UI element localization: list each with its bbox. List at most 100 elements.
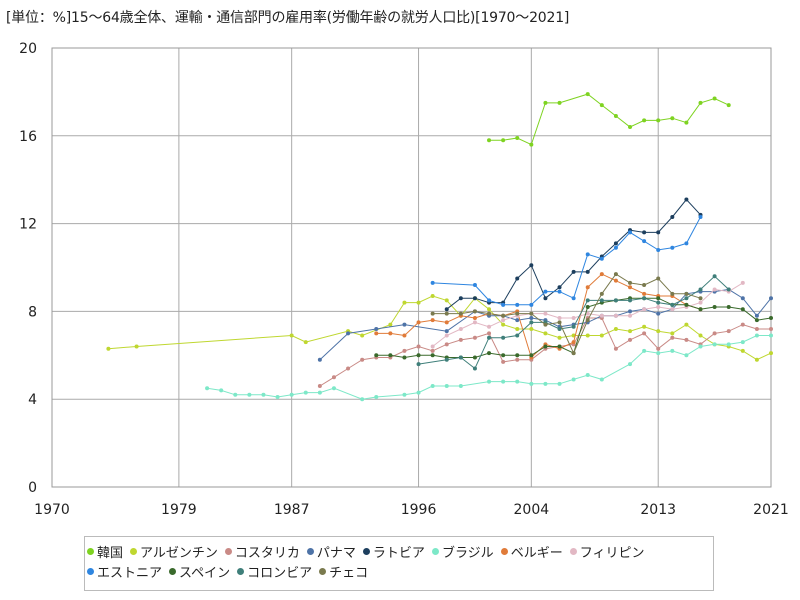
data-point (585, 252, 590, 257)
data-point (472, 320, 477, 325)
data-point (557, 285, 562, 290)
data-point (585, 305, 590, 310)
data-point (501, 359, 506, 364)
data-point (529, 263, 534, 268)
data-point (656, 276, 661, 281)
data-point (557, 289, 562, 294)
data-point (712, 96, 717, 101)
data-point (557, 100, 562, 105)
legend: 韓国 アルゼンチン コスタリカ パナマ ラトビア ブラジル ベルギー フィリピン エストニア スペ… (84, 536, 714, 591)
data-point (430, 311, 435, 316)
legend-marker (319, 567, 327, 575)
data-point (698, 100, 703, 105)
data-point (628, 298, 633, 303)
data-point (684, 241, 689, 246)
data-point (670, 335, 675, 340)
data-point (613, 313, 618, 318)
data-point (219, 388, 224, 393)
data-point (374, 353, 379, 358)
data-point (331, 375, 336, 380)
data-point (698, 215, 703, 220)
series-line (319, 317, 771, 387)
data-point (642, 283, 647, 288)
axes (51, 47, 772, 488)
series-line (432, 273, 701, 355)
data-point (698, 300, 703, 305)
data-point (754, 318, 759, 323)
data-point (769, 351, 773, 356)
data-point (529, 302, 534, 307)
data-point (430, 294, 435, 299)
data-point (515, 311, 520, 316)
y-tick-label: 4 (28, 392, 37, 408)
data-point (571, 296, 576, 301)
data-point (501, 379, 506, 384)
data-point (557, 381, 562, 386)
legend-label: エストニア (97, 565, 163, 581)
data-point (317, 384, 322, 389)
series-line (432, 216, 701, 306)
data-point (557, 335, 562, 340)
data-point (416, 353, 421, 358)
data-point (501, 138, 506, 143)
data-point (543, 100, 548, 105)
data-point (134, 344, 139, 349)
data-point (430, 318, 435, 323)
legend-marker (362, 547, 370, 555)
legend-marker (500, 547, 508, 555)
data-point (388, 353, 393, 358)
chart-title: [単位：%]15～64歳全体、運輸・通信部門の雇用率(労働年齢の就労人口比)[1… (6, 10, 570, 26)
plot-frame (51, 47, 772, 488)
data-point (444, 329, 449, 334)
data-point (487, 335, 492, 340)
data-point (656, 346, 661, 351)
data-point (543, 311, 548, 316)
data-point (684, 302, 689, 307)
data-point (754, 357, 759, 362)
data-point (529, 311, 534, 316)
data-point (726, 103, 731, 108)
data-point (599, 377, 604, 382)
data-point (628, 125, 633, 130)
data-point (642, 307, 647, 312)
data-point (106, 346, 111, 351)
data-point (501, 318, 506, 323)
data-point (670, 291, 675, 296)
data-point (599, 256, 604, 261)
data-point (698, 333, 703, 338)
legend-marker (87, 567, 94, 575)
data-point (402, 392, 407, 397)
grid (52, 48, 771, 487)
legend-item: コロンビア (237, 561, 312, 581)
data-point (515, 353, 520, 358)
legend-item: ラトビア (362, 541, 425, 561)
data-point (303, 390, 308, 395)
data-point (585, 269, 590, 274)
data-point (698, 344, 703, 349)
data-point (740, 340, 745, 345)
data-point (430, 344, 435, 349)
tick-labels: 0 4 8 12 16 20 1970 1979 1987 1996 2004 2013 2021 (19, 41, 789, 518)
data-point (769, 326, 773, 331)
data-point (472, 315, 477, 320)
data-point (726, 305, 731, 310)
data-point (571, 340, 576, 345)
data-point (585, 298, 590, 303)
data-point (670, 245, 675, 250)
series-8 (430, 215, 703, 307)
data-point (726, 329, 731, 334)
legend-item: スペイン (169, 561, 230, 581)
data-point (670, 307, 675, 312)
data-point (642, 331, 647, 336)
data-point (557, 326, 562, 331)
data-point (642, 118, 647, 123)
data-point (529, 353, 534, 358)
data-point (571, 351, 576, 356)
data-point (543, 296, 548, 301)
data-point (430, 348, 435, 353)
data-point (670, 116, 675, 121)
data-point (656, 351, 661, 356)
data-point (529, 326, 534, 331)
legend-item: コスタリカ (224, 541, 300, 561)
data-point (247, 392, 252, 397)
